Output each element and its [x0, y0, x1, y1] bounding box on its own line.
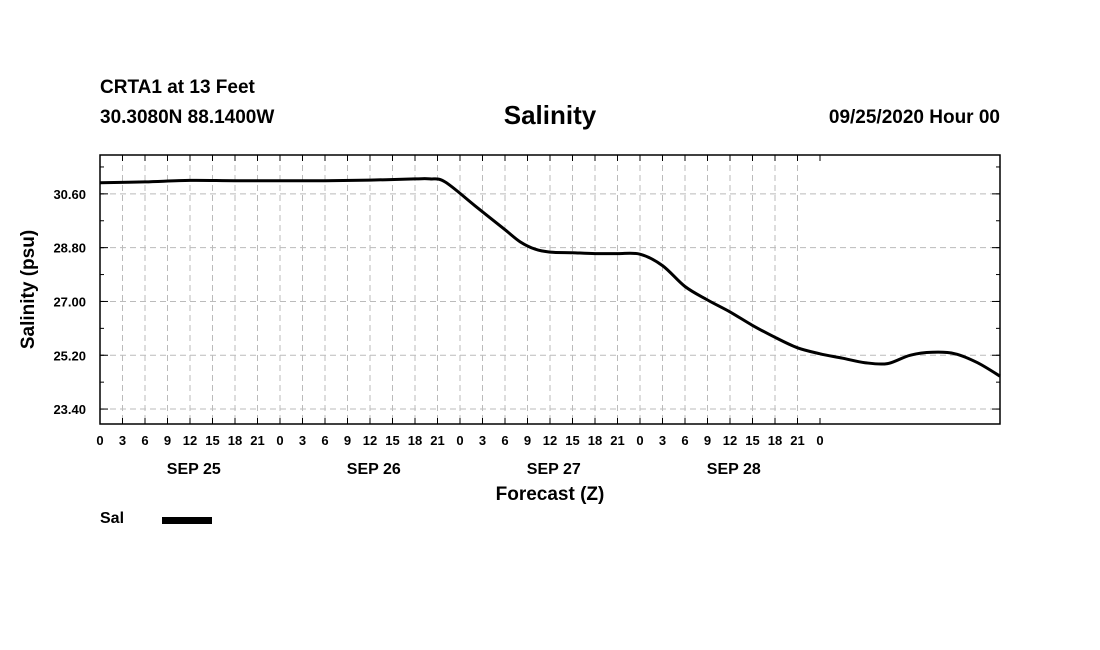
x-tick-label: 15	[745, 433, 759, 448]
x-tick-label: 15	[565, 433, 579, 448]
y-axis-label: Salinity (psu)	[18, 230, 39, 349]
x-axis-label: Forecast (Z)	[496, 484, 605, 505]
x-tick-label: 9	[704, 433, 711, 448]
x-tick-label: 9	[524, 433, 531, 448]
x-tick-label: 3	[299, 433, 306, 448]
x-tick-label: 12	[183, 433, 197, 448]
x-tick-label: 0	[456, 433, 463, 448]
chart-title: Salinity	[503, 100, 597, 130]
x-tick-label: 0	[636, 433, 643, 448]
legend-swatch	[162, 517, 212, 524]
day-label: SEP 25	[167, 461, 221, 478]
x-tick-label: 6	[501, 433, 508, 448]
x-tick-label: 12	[363, 433, 377, 448]
x-axis: 0 3 6 9 12 15 18 21 0 3 6 9 12 15 18 21 0 3 6 9 12 15 18 21 0 3 6 9…	[96, 433, 823, 478]
x-tick-label: 0	[816, 433, 823, 448]
y-axis: 30.60 28.80 27.00 25.20 23.40	[53, 187, 86, 417]
y-tick-label: 25.20	[53, 348, 86, 363]
x-tick-label: 21	[610, 433, 624, 448]
y-tick-label: 23.40	[53, 402, 86, 417]
x-tick-label: 18	[408, 433, 422, 448]
x-tick-label: 6	[681, 433, 688, 448]
day-label: SEP 28	[707, 461, 761, 478]
x-tick-label: 21	[430, 433, 444, 448]
x-tick-label: 0	[276, 433, 283, 448]
x-tick-label: 21	[250, 433, 264, 448]
forecast-date-label: 09/25/2020 Hour 00	[828, 107, 1000, 128]
x-tick-label: 9	[344, 433, 351, 448]
x-tick-label: 18	[588, 433, 602, 448]
x-tick-label: 3	[119, 433, 126, 448]
x-tick-label: 6	[321, 433, 328, 448]
x-tick-label: 12	[723, 433, 737, 448]
series-layer	[99, 177, 1001, 378]
legend-label: Sal	[100, 510, 125, 527]
x-tick-label: 3	[659, 433, 666, 448]
x-tick-label: 18	[768, 433, 782, 448]
x-tick-label: 6	[141, 433, 148, 448]
day-label: SEP 26	[347, 461, 401, 478]
y-tick-label: 28.80	[53, 241, 86, 256]
day-label: SEP 27	[527, 461, 581, 478]
y-tick-label: 30.60	[53, 187, 86, 202]
series-line-sal	[99, 177, 1001, 378]
x-tick-label: 18	[228, 433, 242, 448]
y-tick-label: 27.00	[53, 294, 86, 309]
x-tick-label: 15	[205, 433, 219, 448]
station-label: CRTA1 at 13 Feet	[100, 77, 255, 98]
x-tick-label: 3	[479, 433, 486, 448]
x-tick-label: 12	[543, 433, 557, 448]
plot-frame	[99, 154, 1001, 425]
x-tick-label: 21	[790, 433, 804, 448]
x-tick-label: 0	[96, 433, 103, 448]
coordinates-label: 30.3080N 88.1400W	[100, 107, 275, 128]
x-tick-label: 15	[385, 433, 399, 448]
x-tick-label: 9	[164, 433, 171, 448]
grid	[100, 155, 1000, 424]
